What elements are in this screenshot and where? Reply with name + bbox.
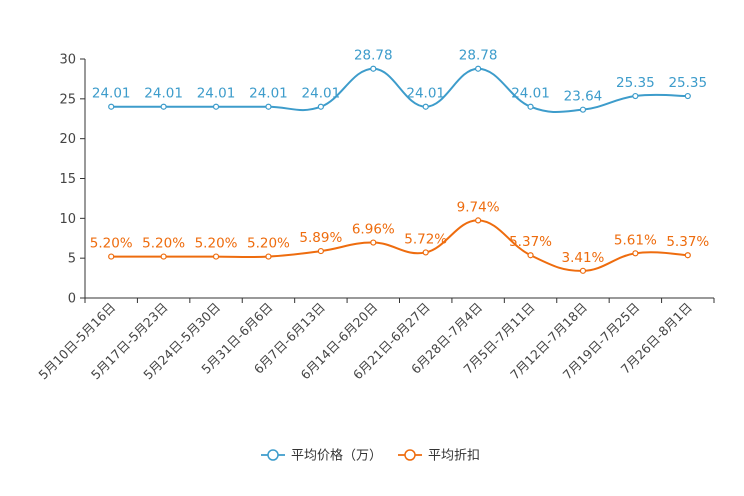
data-label: 28.78 [354,48,393,64]
data-point[interactable] [422,249,429,256]
y-tick-label: 10 [59,212,76,227]
data-point[interactable] [212,253,220,260]
data-point[interactable] [370,65,377,72]
y-tick-label: 25 [59,92,76,107]
data-point[interactable] [684,92,691,100]
series-layer: 24.01 24.01 24.01 24.01 24.01 28.78 24.01 28.78… [90,48,709,274]
legend-marker-icon [267,449,279,461]
data-label: 5.89% [299,230,342,246]
data-point[interactable] [475,217,482,224]
data-point[interactable] [370,239,377,246]
legend-marker-icon [404,449,416,461]
data-label: 5.61% [614,232,657,248]
y-tick-label: 30 [59,53,76,68]
series-1: 24.01 24.01 24.01 24.01 24.01 28.78 24.01 28.78… [92,48,707,114]
legend-label: 平均折扣 [428,449,480,464]
legend-item-1[interactable]: 平均价格（万） [261,448,382,464]
data-label: 24.01 [144,86,183,102]
data-label: 5.20% [142,236,185,252]
legend-item-2[interactable]: 平均折扣 [398,449,480,464]
data-label: 6.96% [352,222,395,238]
data-point[interactable] [108,103,115,110]
data-label: 5.20% [195,236,238,252]
data-point[interactable] [212,103,220,110]
data-label: 24.01 [511,86,550,102]
data-point[interactable] [632,92,639,100]
data-label: 5.72% [404,231,447,247]
y-tick-label: 0 [68,292,76,307]
data-label: 24.01 [406,86,445,102]
data-point[interactable] [317,247,324,255]
data-point[interactable] [160,103,167,110]
data-point[interactable] [579,267,587,274]
data-point[interactable] [265,103,272,110]
data-label: 5.37% [509,234,552,250]
data-point[interactable] [317,103,324,110]
y-tick-label: 5 [68,252,76,267]
data-point[interactable] [475,65,482,72]
data-point[interactable] [632,250,639,257]
data-label: 25.35 [668,75,707,91]
data-point[interactable] [527,252,534,259]
data-label: 24.01 [302,86,341,102]
data-point[interactable] [108,253,115,260]
data-label: 5.37% [666,234,709,250]
data-point[interactable] [527,103,534,110]
data-label: 24.01 [249,86,288,102]
data-point[interactable] [160,253,167,260]
legend-label: 平均价格（万） [291,448,382,464]
data-point[interactable] [265,253,272,260]
data-label: 28.78 [459,48,498,64]
data-point[interactable] [422,103,429,110]
data-label: 5.20% [247,236,290,252]
y-tick-label: 20 [59,132,76,147]
data-label: 5.20% [90,236,133,252]
data-label: 9.74% [457,199,500,215]
data-label: 25.35 [616,75,655,91]
data-label: 3.41% [562,250,605,266]
data-label: 24.01 [92,86,131,102]
legend[interactable]: 平均价格（万） 平均折扣 [261,448,480,464]
y-tick-label: 15 [59,172,76,187]
data-point[interactable] [684,252,691,259]
series-2: 5.20% 5.20% 5.20% 5.20% 5.89% 6.96% 5.72% 9.74%… [90,199,709,274]
data-point[interactable] [579,106,587,113]
data-label: 23.64 [564,89,603,105]
data-label: 24.01 [197,86,236,102]
